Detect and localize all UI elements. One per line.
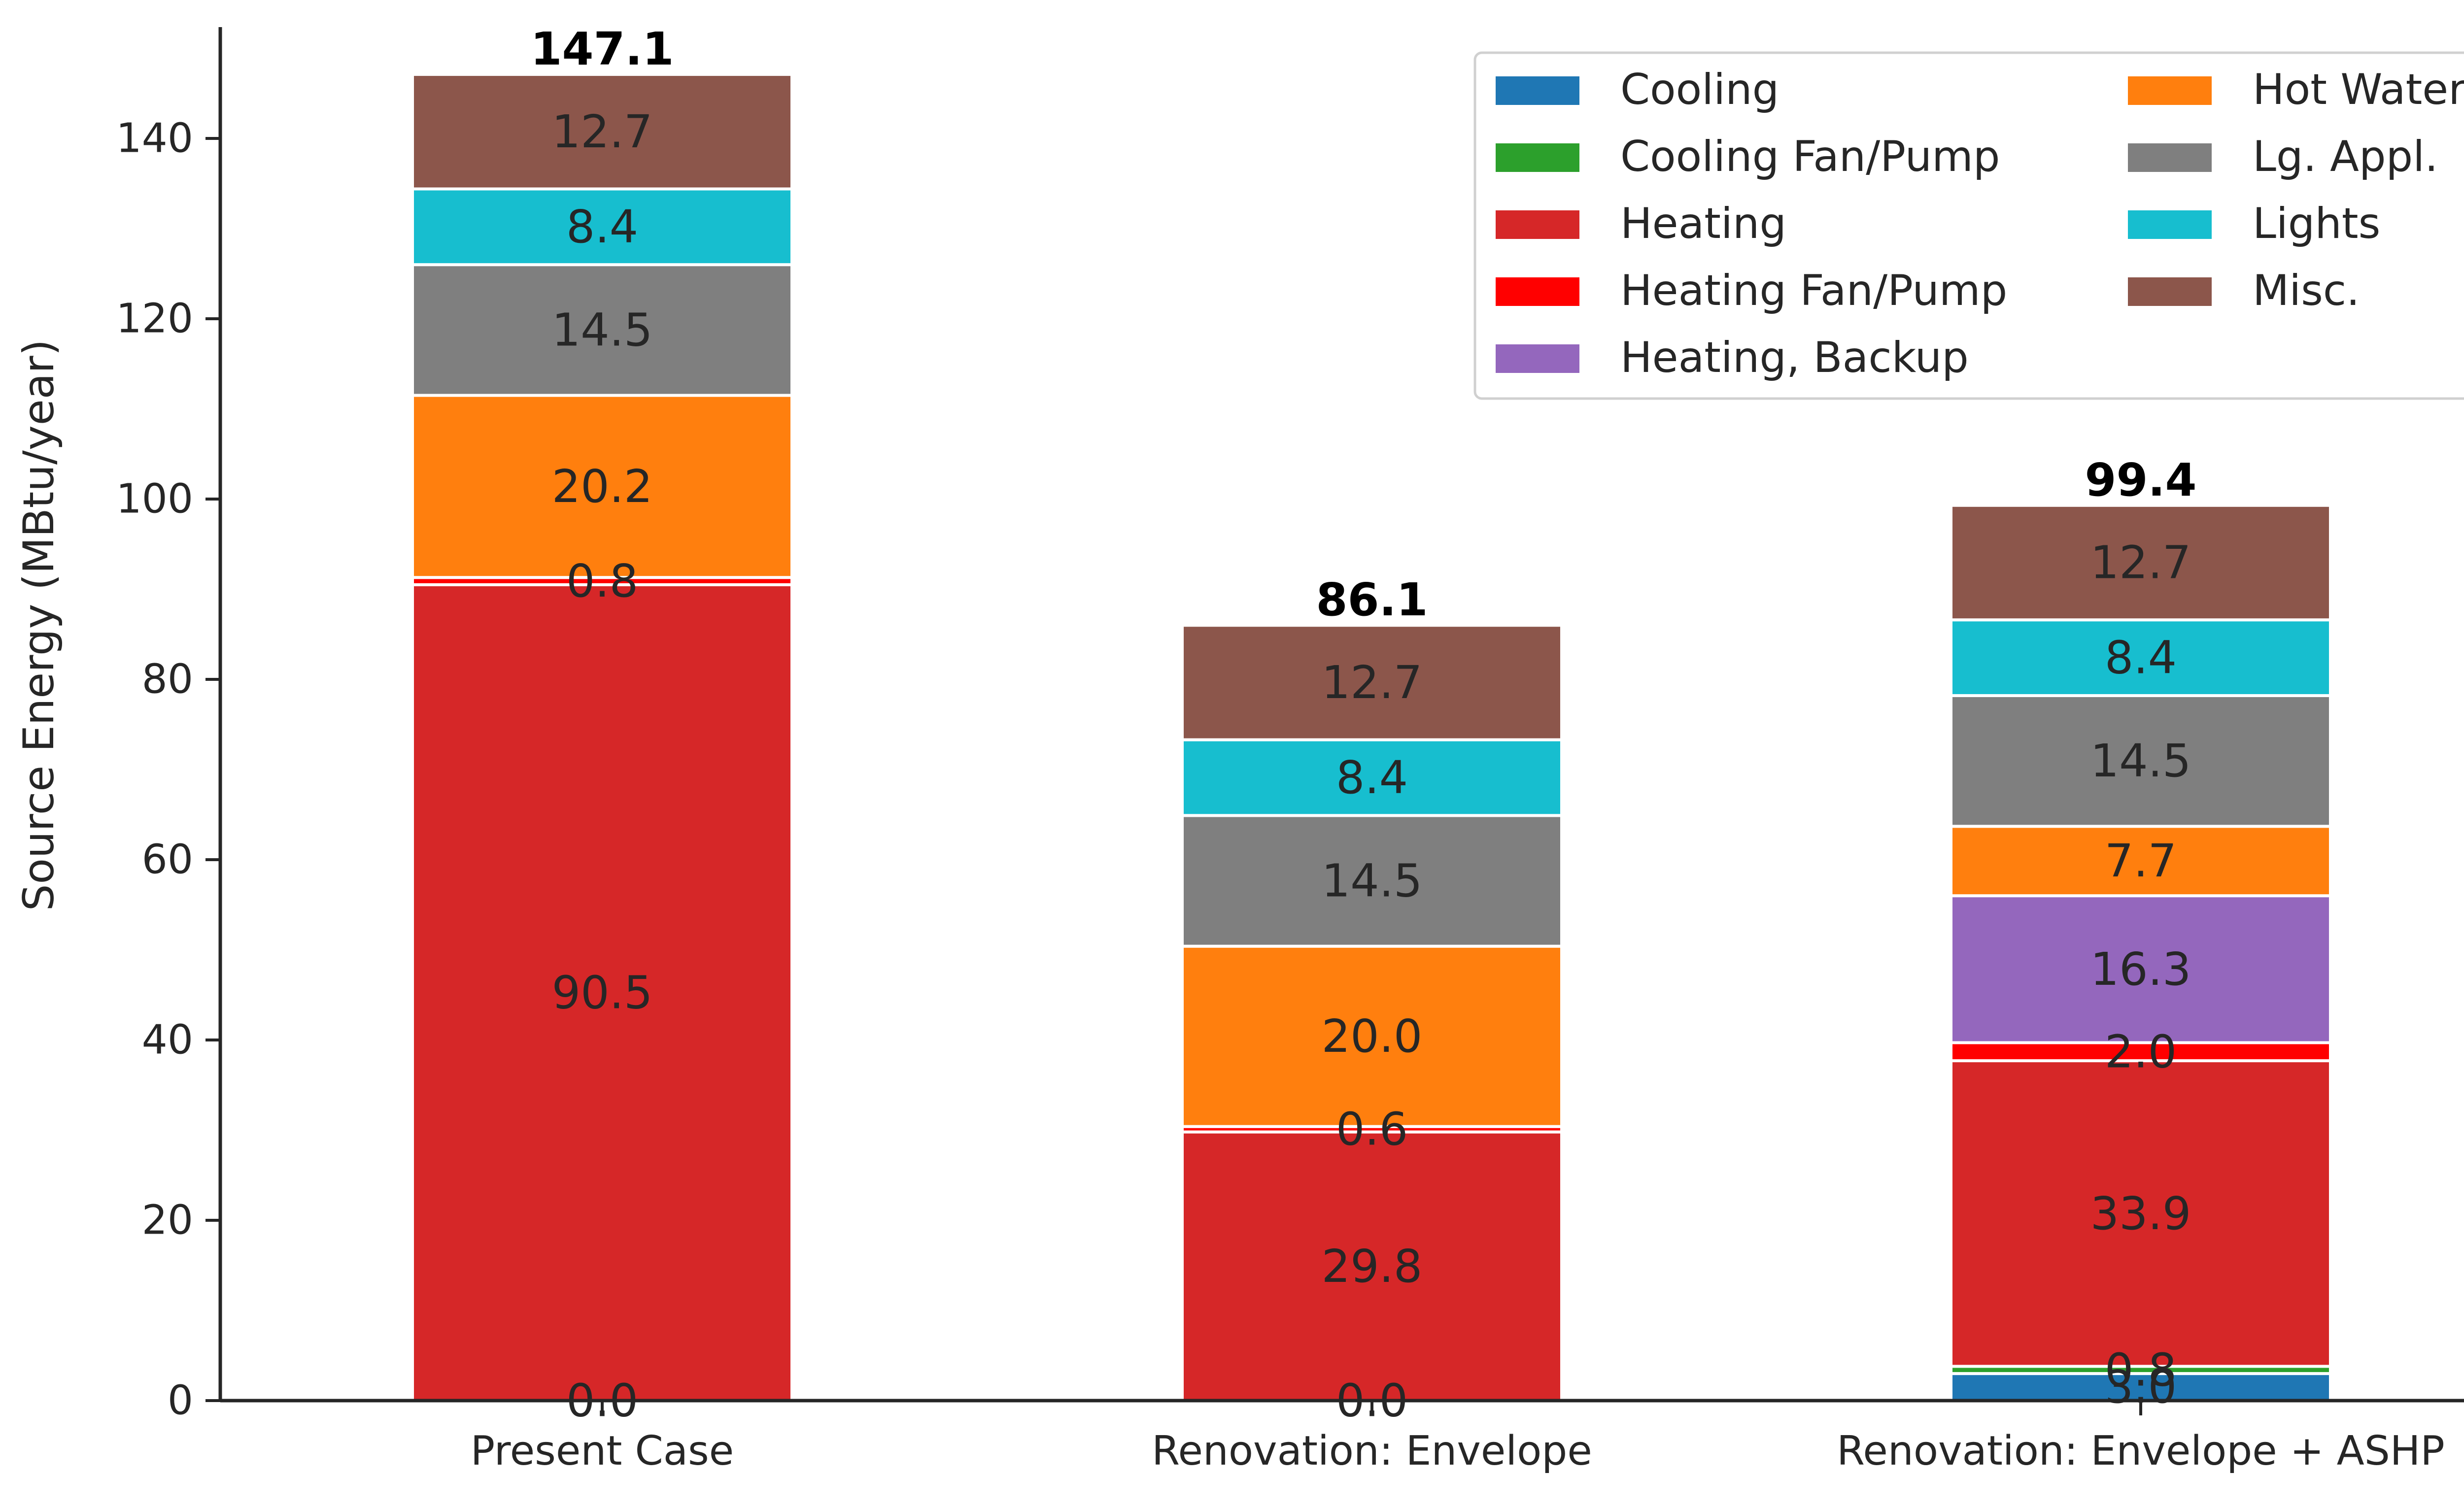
segment-label-heating-backup-3: 16.3	[2090, 943, 2191, 996]
segment-label-lg-appl-3: 14.5	[2090, 735, 2191, 787]
x-tick-label-3: Renovation: Envelope + ASHP	[1837, 1428, 2445, 1474]
y-tick-label-0: 0	[168, 1377, 193, 1424]
y-tick-label-140: 140	[116, 115, 193, 162]
y-tick-label-100: 100	[116, 476, 193, 523]
segment-label-lights-1: 8.4	[566, 201, 638, 253]
bar-segment-misc-1	[411, 73, 793, 191]
x-tick-label-2: Renovation: Envelope	[1152, 1428, 1592, 1474]
bar-segment-heating-backup-3	[1950, 894, 2332, 1044]
segment-label-lg-appl-2: 14.5	[1322, 855, 1423, 907]
segment-label-heating-3: 33.9	[2090, 1187, 2191, 1240]
bar-segment-hot-water-2	[1181, 944, 1563, 1128]
legend-swatch-lights	[2128, 210, 2212, 239]
segment-labels-layer: 0.090.50.820.214.58.412.70.029.80.620.01…	[552, 105, 2191, 1427]
segment-label-heating-1: 90.5	[552, 966, 653, 1019]
segment-label-misc-1: 12.7	[552, 105, 653, 158]
legend: Cooling Cooling Fan/Pump Heating Heating Fa…	[1473, 51, 2464, 400]
bar-segment-lights-1	[411, 187, 793, 267]
segment-label-lights-3: 8.4	[2105, 632, 2177, 684]
segment-label-hot-water-3: 7.7	[2105, 835, 2177, 887]
legend-frame	[1473, 51, 2464, 400]
legend-label-lg-appl: Lg. Appl.	[2253, 132, 2438, 181]
legend-swatch-hot-water	[2128, 76, 2212, 105]
bar-segment-hot-water-3	[1950, 825, 2332, 898]
legend-swatch-heating	[1496, 210, 1579, 239]
bar-segment-lg-appl-1	[411, 263, 793, 397]
bar-segment-lg-appl-3	[1950, 694, 2332, 828]
legend-label-heating-backup: Heating, Backup	[1620, 333, 1969, 382]
segment-label-heating-fan-pump-2: 0.6	[1336, 1103, 1408, 1156]
bar-segment-misc-2	[1181, 624, 1563, 741]
legend-label-heating-fan-pump: Heating Fan/Pump	[1620, 266, 2007, 315]
total-labels-layer: 147.1 86.1 99.4	[530, 23, 2196, 626]
segment-label-lg-appl-1: 14.5	[552, 303, 653, 356]
segment-label-heating-fan-pump-3: 2.0	[2105, 1025, 2177, 1078]
bar-segment-lights-2	[1181, 738, 1563, 817]
y-tick-label-120: 120	[116, 296, 193, 342]
bar-segment-misc-3	[1950, 503, 2332, 622]
segment-label-heating-fan-pump-1: 0.8	[566, 555, 638, 607]
segment-label-cooling-fan-pump-3: 0.8	[2105, 1343, 2177, 1396]
legend-label-cooling-fan-pump: Cooling Fan/Pump	[1620, 132, 2000, 181]
legend-label-misc: Misc.	[2253, 266, 2360, 315]
legend-label-hot-water: Hot Water	[2253, 65, 2464, 114]
bars-layer	[411, 73, 2332, 1403]
bar-segment-heating-3	[1950, 1059, 2332, 1368]
segment-label-lights-2: 8.4	[1336, 751, 1408, 804]
legend-label-cooling: Cooling	[1620, 65, 1779, 114]
segment-label-heating-2: 29.8	[1322, 1240, 1423, 1293]
x-ticks-layer: Present Case Renovation: Envelope Renovati…	[471, 1401, 2445, 1474]
y-tick-label-40: 40	[142, 1017, 193, 1064]
segment-label-hot-water-1: 20.2	[552, 460, 653, 513]
total-label-1: 147.1	[530, 23, 674, 75]
bar-segment-lights-3	[1950, 618, 2332, 697]
segment-label-misc-3: 12.7	[2090, 536, 2191, 589]
y-ticks-layer: 0 20 40 60 80 100 120 140	[116, 115, 220, 1424]
total-label-2: 86.1	[1316, 573, 1428, 626]
legend-swatch-cooling-fan-pump	[1496, 143, 1579, 172]
axes-layer	[218, 27, 2464, 1403]
legend-swatch-heating-backup	[1496, 344, 1579, 373]
y-axis-title: Source Energy (MBtu/year)	[14, 339, 64, 911]
legend-swatch-lg-appl	[2128, 143, 2212, 172]
legend-label-lights: Lights	[2253, 199, 2380, 248]
total-label-3: 99.4	[2085, 454, 2197, 506]
legend-swatch-cooling	[1496, 76, 1579, 105]
legend-swatch-heating-fan-pump	[1496, 277, 1579, 306]
bar-segment-heating-fan-pump-3	[1950, 1041, 2332, 1063]
y-tick-label-60: 60	[142, 837, 193, 883]
legend-swatch-misc	[2128, 277, 2212, 306]
y-tick-label-20: 20	[142, 1197, 193, 1244]
bar-segment-heating-1	[411, 583, 793, 1402]
legend-label-heating: Heating	[1620, 199, 1786, 248]
segment-label-misc-2: 12.7	[1322, 656, 1423, 709]
x-tick-label-1: Present Case	[471, 1428, 734, 1474]
segment-label-hot-water-2: 20.0	[1322, 1010, 1423, 1063]
y-tick-label-80: 80	[142, 656, 193, 703]
